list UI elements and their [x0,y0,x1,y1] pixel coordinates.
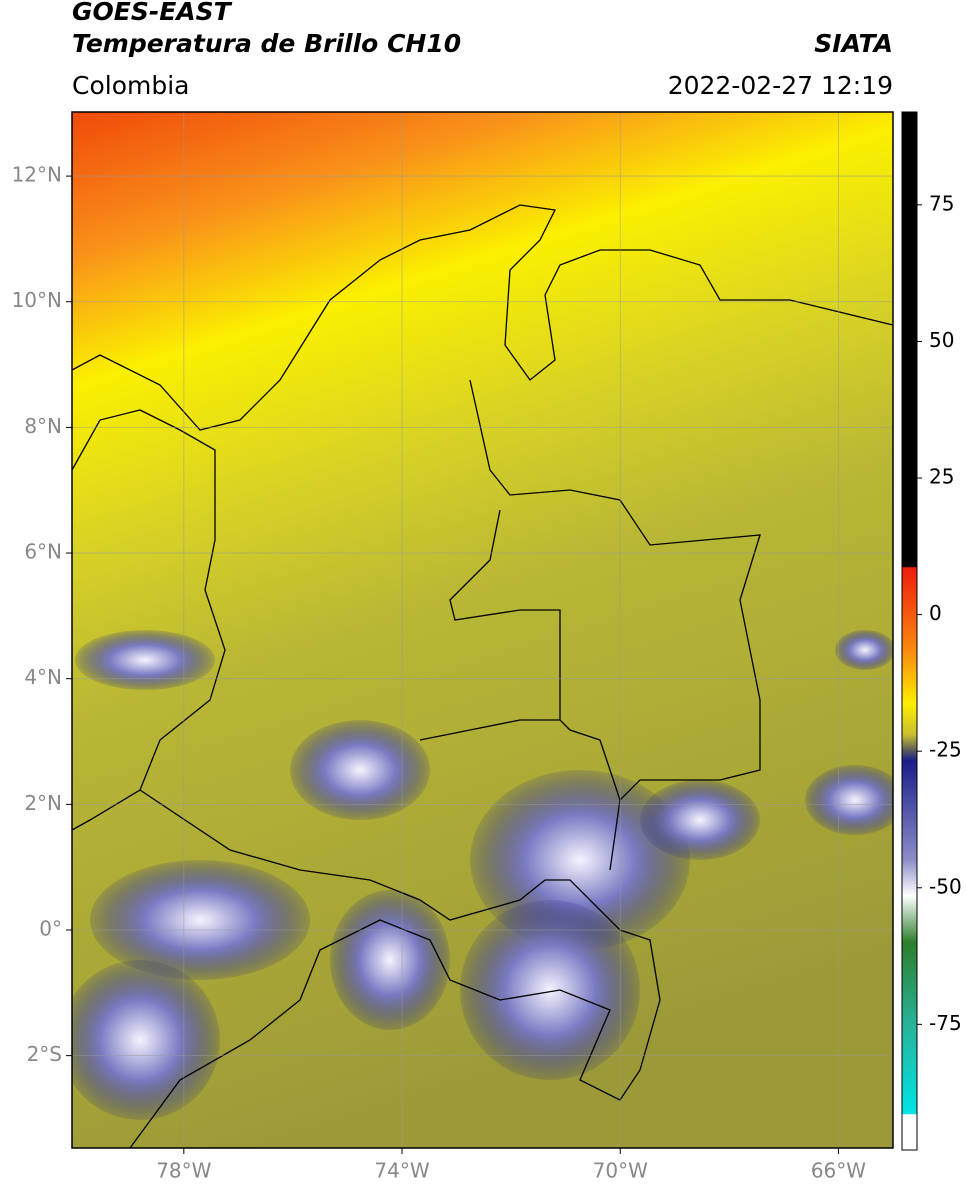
colorbar-tick-label: 25 [929,465,954,489]
product-title: Temperatura de Brillo CH10 [72,29,461,58]
colorbar-tick-label: -75 [929,1011,962,1035]
colorbar-tick-label: 0 [929,601,942,625]
source-title: SIATA [814,29,893,58]
map-frame [71,111,894,1149]
lon-tick-label: 70°W [593,1159,648,1183]
colorbar-tick-label: -50 [929,874,962,898]
clouds [72,630,893,1120]
satellite-title: GOES-EAST [72,0,233,26]
lat-tick-label: 2°N [24,791,62,815]
lon-tick-label: 74°W [374,1159,429,1183]
colorbar-tick-label: -25 [929,738,962,762]
lat-tick-label: 2°S [27,1042,62,1066]
colorbar-tick-label: 50 [929,328,954,352]
lat-tick-label: 4°N [24,665,62,689]
lon-tick-label: 66°W [811,1159,866,1183]
datetime: 2022-02-27 12:19 [668,71,893,100]
lon-tick-label: 78°W [156,1159,211,1183]
lat-tick-label: 8°N [24,414,62,438]
colorbar [901,111,918,1151]
map-image [72,112,893,1148]
lat-tick-label: 6°N [24,540,62,564]
graticule [72,112,893,1148]
colorbar-tick-label: 75 [929,191,954,215]
lat-tick-label: 0° [39,916,62,940]
region-title: Colombia [72,71,189,100]
lat-tick-label: 10°N [12,288,62,312]
lat-tick-label: 12°N [12,163,62,187]
boundaries [72,204,893,1148]
